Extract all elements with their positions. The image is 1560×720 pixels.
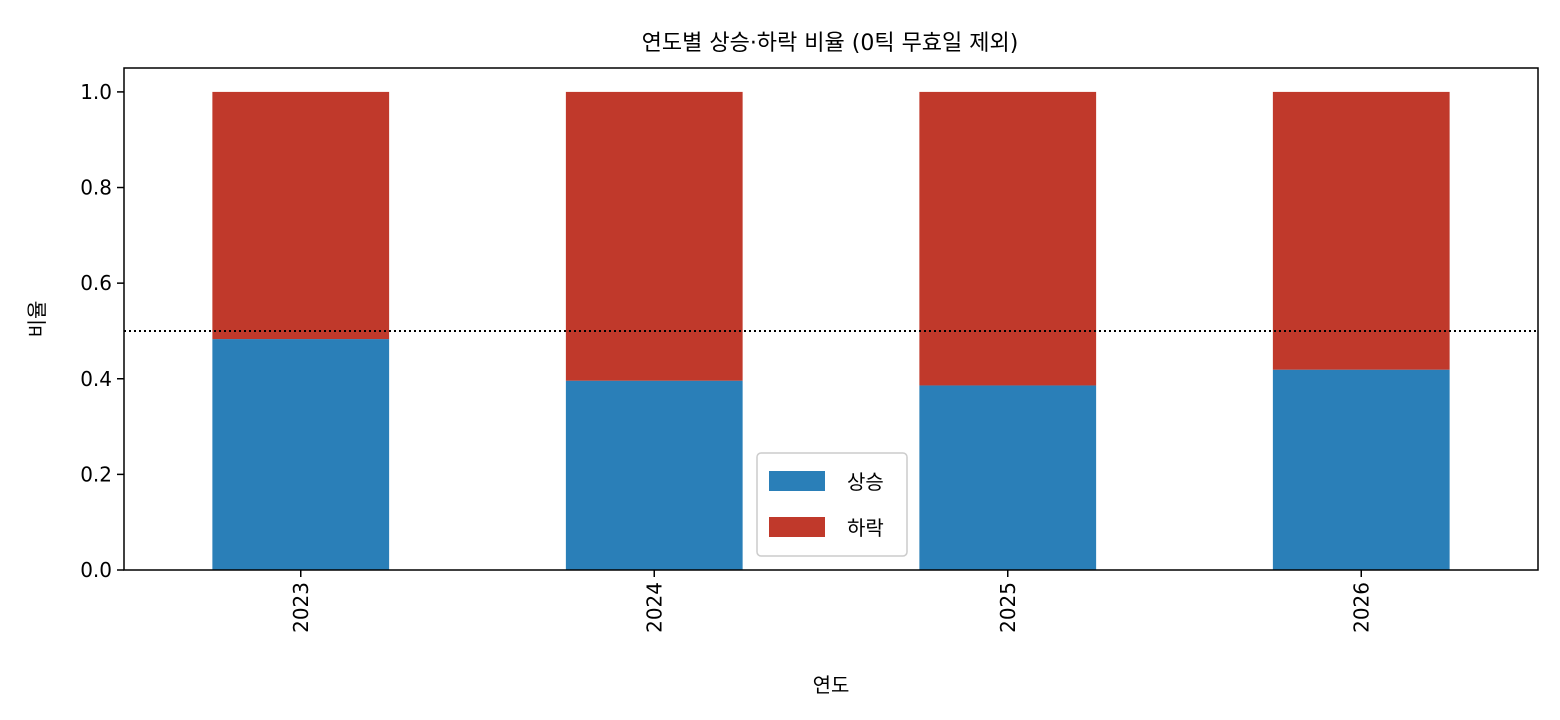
legend-swatch (769, 471, 825, 491)
y-tick-label: 0.0 (80, 558, 112, 582)
legend-label: 상승 (847, 470, 884, 494)
y-tick-label: 0.8 (80, 176, 112, 200)
y-tick-label: 0.6 (80, 271, 112, 295)
bar-down-2023 (212, 91, 390, 340)
chart-title: 연도별 상승·하락 비율 (0틱 무효일 제외) (642, 31, 1019, 56)
x-tick-label: 2024 (642, 582, 666, 633)
bar-up-2024 (565, 380, 743, 570)
y-tick-label: 1.0 (80, 80, 112, 104)
y-axis-label: 비율 (25, 301, 49, 338)
x-axis: 2023 2024 2025 2026 (289, 570, 1373, 633)
plot-marks (212, 91, 1450, 570)
bar-up-2025 (919, 385, 1097, 570)
x-tick-label: 2025 (996, 582, 1020, 633)
bar-up-2023 (212, 339, 390, 570)
legend-label: 하락 (847, 516, 884, 540)
bar-up-2026 (1272, 369, 1450, 570)
legend-box (756, 452, 908, 557)
y-tick-label: 0.4 (80, 367, 112, 391)
bar-down-2025 (919, 91, 1097, 386)
bar-down-2024 (565, 91, 743, 381)
plot-frame (123, 67, 1539, 571)
x-tick-label: 2023 (289, 582, 313, 633)
x-axis-label: 연도 (813, 673, 850, 697)
y-axis: 0.0 0.2 0.4 0.6 0.8 1.0 (80, 80, 124, 582)
x-tick-label: 2026 (1349, 582, 1373, 633)
y-tick-label: 0.2 (80, 462, 112, 486)
legend-swatch (769, 517, 825, 537)
bar-down-2026 (1272, 91, 1450, 370)
